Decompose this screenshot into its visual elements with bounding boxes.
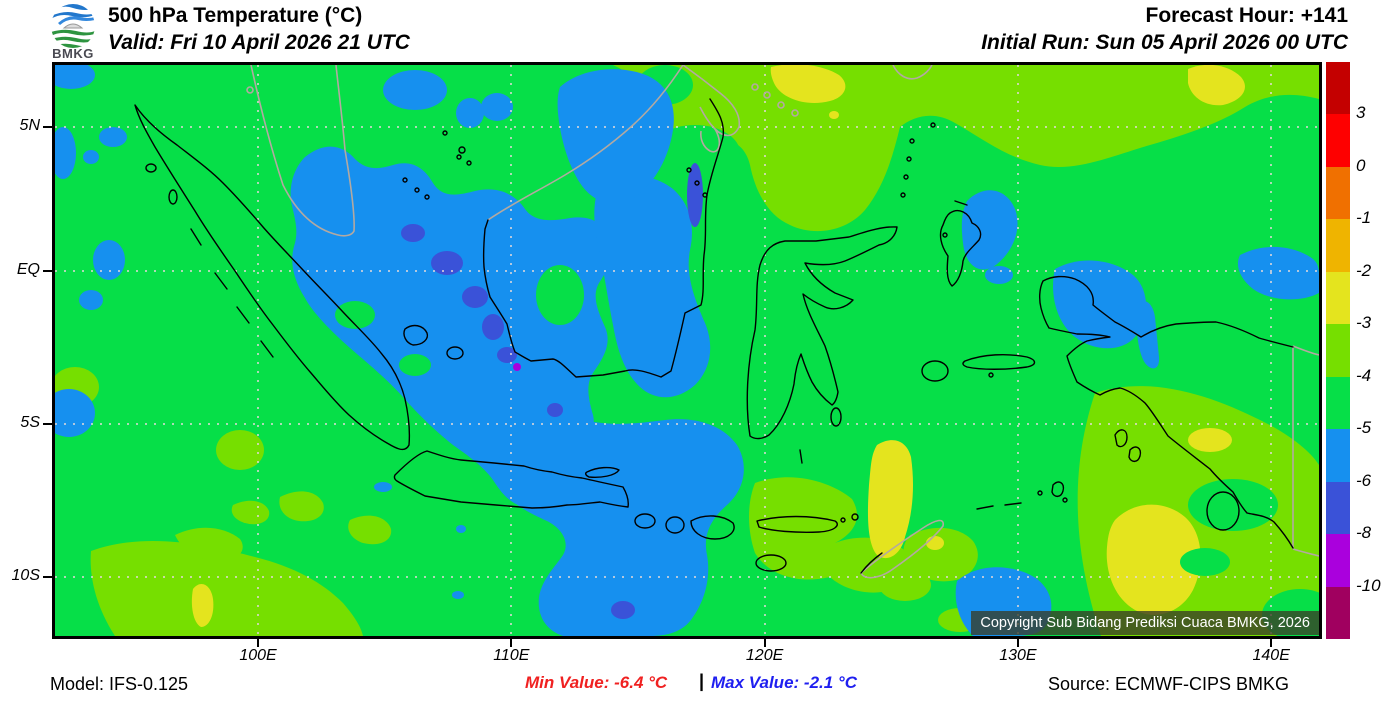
- coldest-core-regions: [401, 163, 703, 619]
- colorbar-segment-0: [1326, 62, 1350, 115]
- colorbar-segment-2: [1326, 166, 1350, 220]
- lon-label-120E: 120E: [745, 647, 784, 664]
- colorbar-label--2: -2: [1356, 260, 1372, 280]
- colorbar-legend: [1326, 62, 1350, 639]
- colorbar-label--5: -5: [1356, 418, 1372, 438]
- yellow-band-regions: [191, 65, 1245, 627]
- min-value-label: Min Value: -6.4 °C: [525, 673, 668, 692]
- forecast-hour-label: Forecast Hour: +141: [1145, 4, 1349, 27]
- colorbar-segment-3: [1326, 219, 1350, 272]
- colorbar-segment-4: [1326, 271, 1350, 325]
- colorbar-label-3: 3: [1356, 103, 1366, 123]
- bmkg-logo-label: BMKG: [52, 46, 94, 61]
- colorbar-label--4: -4: [1356, 365, 1372, 385]
- indonesia-coastlines: [134, 98, 1294, 574]
- copyright-overlay: Copyright Sub Bidang Prediksi Cuaca BMKG…: [971, 611, 1319, 635]
- lat-tick-5S: [43, 423, 52, 425]
- lon-tick-130E: [1016, 639, 1019, 647]
- bmkg-logo-icon: BMKG: [44, 2, 102, 61]
- colorbar-segment-8: [1326, 481, 1350, 535]
- colorbar-segment-6: [1326, 376, 1350, 430]
- max-value-label: Max Value: -2.1 °C: [711, 673, 857, 692]
- min-max-separator: |: [699, 671, 705, 691]
- page-title: 500 hPa Temperature (°C): [108, 4, 363, 27]
- lon-label-110E: 110E: [493, 647, 530, 664]
- foreign-coastlines: [246, 65, 1319, 579]
- lon-label-100E: 100E: [239, 647, 277, 664]
- colorbar-segment-7: [1326, 429, 1350, 482]
- lon-tick-140E: [1270, 639, 1273, 647]
- initial-run-label: Initial Run: Sun 05 April 2026 00 UTC: [981, 31, 1348, 54]
- cold-band-regions: [55, 65, 1319, 636]
- colorbar-segment-1: [1326, 114, 1350, 167]
- valid-time-label: Valid: Fri 10 April 2026 21 UTC: [108, 31, 410, 54]
- colorbar-label-0: 0: [1356, 155, 1366, 175]
- map-canvas: Copyright Sub Bidang Prediksi Cuaca BMKG…: [52, 62, 1322, 639]
- colorbar-segment-10: [1326, 586, 1350, 639]
- purple-core-spot: [513, 363, 521, 371]
- lat-label-5S: 5S: [20, 414, 40, 431]
- lat-tick-10S: [43, 576, 52, 578]
- graticule-gridlines: [55, 65, 1319, 636]
- colorbar-label--8: -8: [1356, 523, 1372, 543]
- lat-tick-EQ: [43, 270, 52, 272]
- colorbar-label--6: -6: [1356, 470, 1372, 490]
- colorbar-segment-9: [1326, 534, 1350, 587]
- source-label: Source: ECMWF-CIPS BMKG: [1048, 674, 1290, 694]
- lon-tick-110E: [510, 639, 513, 647]
- colorbar-label--10: -10: [1356, 575, 1381, 595]
- lat-tick-5N: [43, 126, 52, 128]
- lat-label-5N: 5N: [19, 117, 40, 134]
- lat-label-10S: 10S: [11, 567, 40, 584]
- colorbar-segment-5: [1326, 324, 1350, 377]
- colorbar-label--3: -3: [1356, 313, 1372, 333]
- lat-label-EQ: EQ: [16, 261, 40, 278]
- model-label: Model: IFS-0.125: [50, 674, 189, 694]
- lon-label-130E: 130E: [999, 647, 1037, 664]
- colorbar-label--1: -1: [1356, 208, 1372, 228]
- green-gaps-on-blue: [335, 265, 584, 376]
- lon-tick-100E: [257, 639, 259, 647]
- lon-tick-120E: [763, 639, 766, 647]
- lon-label-140E: 140E: [1252, 647, 1290, 664]
